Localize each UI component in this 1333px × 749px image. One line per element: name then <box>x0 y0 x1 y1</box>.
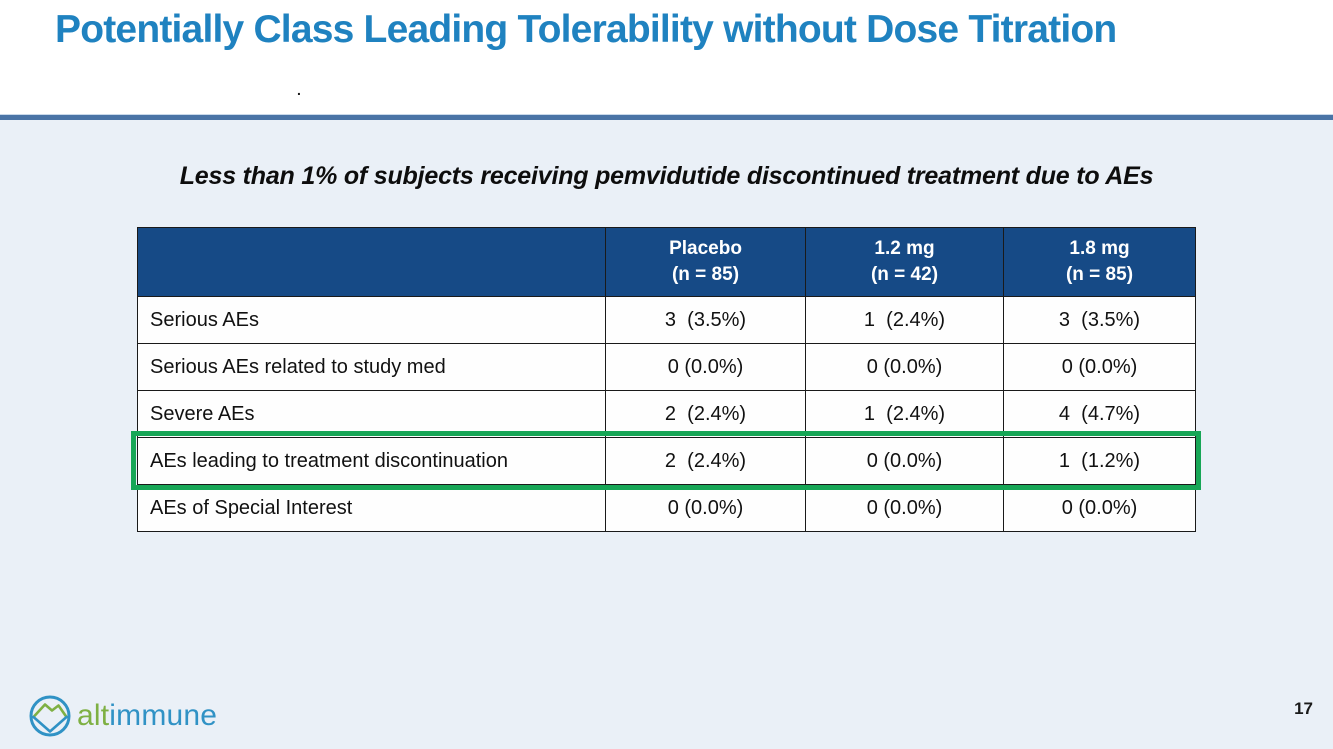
slide-title: Potentially Class Leading Tolerability w… <box>55 8 1117 51</box>
header-n-label: (n = 85) <box>1065 264 1134 285</box>
ae-table-head-row: Placebo (n = 85) 1.2 mg (n = 42) 1.8 mg (n = … <box>137 227 1196 297</box>
header-cell: Placebo (n = 85) <box>605 227 806 297</box>
altimmune-logo-icon <box>29 695 71 737</box>
title-period-dot: . <box>297 82 301 98</box>
ae-table-container: Placebo (n = 85) 1.2 mg (n = 42) 1.8 mg (n = … <box>131 227 1201 532</box>
altimmune-logo-text: altimmune <box>77 694 217 738</box>
header-cell: 1.8 mg (n = 85) <box>1003 227 1196 297</box>
value-cell: 2 (2.4%) <box>605 390 806 438</box>
header-n-label: (n = 85) <box>671 264 740 285</box>
row-label-cell: Severe AEs <box>137 390 606 438</box>
value-cell: 1 (2.4%) <box>805 390 1004 438</box>
value-cell: 0 (0.0%) <box>1003 484 1196 532</box>
value-cell: 0 (0.0%) <box>805 484 1004 532</box>
row-label-cell: Serious AEs <box>137 296 606 344</box>
header-cell: 1.2 mg (n = 42) <box>805 227 1004 297</box>
header-dose-label: 1.8 mg <box>1069 238 1130 259</box>
value-cell: 0 (0.0%) <box>805 343 1004 391</box>
ae-table-body: Serious AEs 3 (3.5%) 1 (2.4%) 3 (3.5%) Serio… <box>137 296 1196 532</box>
page-number: 17 <box>1294 699 1313 718</box>
table-row: Severe AEs 2 (2.4%) 1 (2.4%) 4 (4.7%) <box>137 390 1196 438</box>
value-cell: 1 (1.2%) <box>1003 437 1196 485</box>
table-row: Serious AEs related to study med 0 (0.0%)… <box>137 343 1196 391</box>
divider-line <box>0 114 1333 120</box>
row-label-cell: AEs of Special Interest <box>137 484 606 532</box>
value-cell: 0 (0.0%) <box>605 343 806 391</box>
header-empty-cell <box>137 227 606 297</box>
logo-text-immune: immune <box>109 699 218 732</box>
value-cell: 4 (4.7%) <box>1003 390 1196 438</box>
value-cell: 2 (2.4%) <box>605 437 806 485</box>
altimmune-logo: altimmune <box>28 694 217 738</box>
table-row: AEs leading to treatment discontinuation… <box>137 437 1196 485</box>
value-cell: 3 (3.5%) <box>605 296 806 344</box>
value-cell: 0 (0.0%) <box>805 437 1004 485</box>
table-row: AEs of Special Interest 0 (0.0%) 0 (0.0%) 0… <box>137 484 1196 532</box>
ae-table: Placebo (n = 85) 1.2 mg (n = 42) 1.8 mg (n = … <box>137 227 1196 532</box>
table-row: Serious AEs 3 (3.5%) 1 (2.4%) 3 (3.5%) <box>137 296 1196 344</box>
value-cell: 0 (0.0%) <box>605 484 806 532</box>
row-label-cell: Serious AEs related to study med <box>137 343 606 391</box>
header-dose-label: Placebo <box>669 238 742 259</box>
header-dose-label: 1.2 mg <box>874 238 935 259</box>
value-cell: 3 (3.5%) <box>1003 296 1196 344</box>
value-cell: 0 (0.0%) <box>1003 343 1196 391</box>
logo-text-alt: alt <box>77 699 110 732</box>
value-cell: 1 (2.4%) <box>805 296 1004 344</box>
header-n-label: (n = 42) <box>870 264 939 285</box>
subtitle-takeaway: Less than 1% of subjects receiving pemvi… <box>179 162 1154 190</box>
row-label-cell: AEs leading to treatment discontinuation <box>137 437 606 485</box>
